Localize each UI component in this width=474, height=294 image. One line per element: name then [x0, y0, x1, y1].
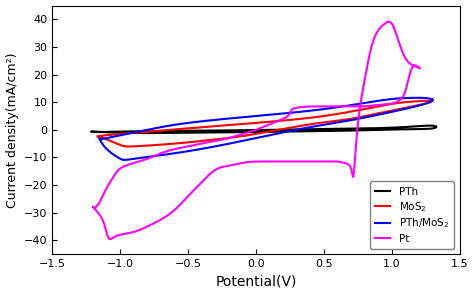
- X-axis label: Potential(V): Potential(V): [215, 274, 297, 288]
- Y-axis label: Current density(mA/cm²): Current density(mA/cm²): [6, 52, 18, 208]
- Legend: PTh, MoS$_2$, PTh/MoS$_2$, Pt: PTh, MoS$_2$, PTh/MoS$_2$, Pt: [370, 181, 455, 249]
